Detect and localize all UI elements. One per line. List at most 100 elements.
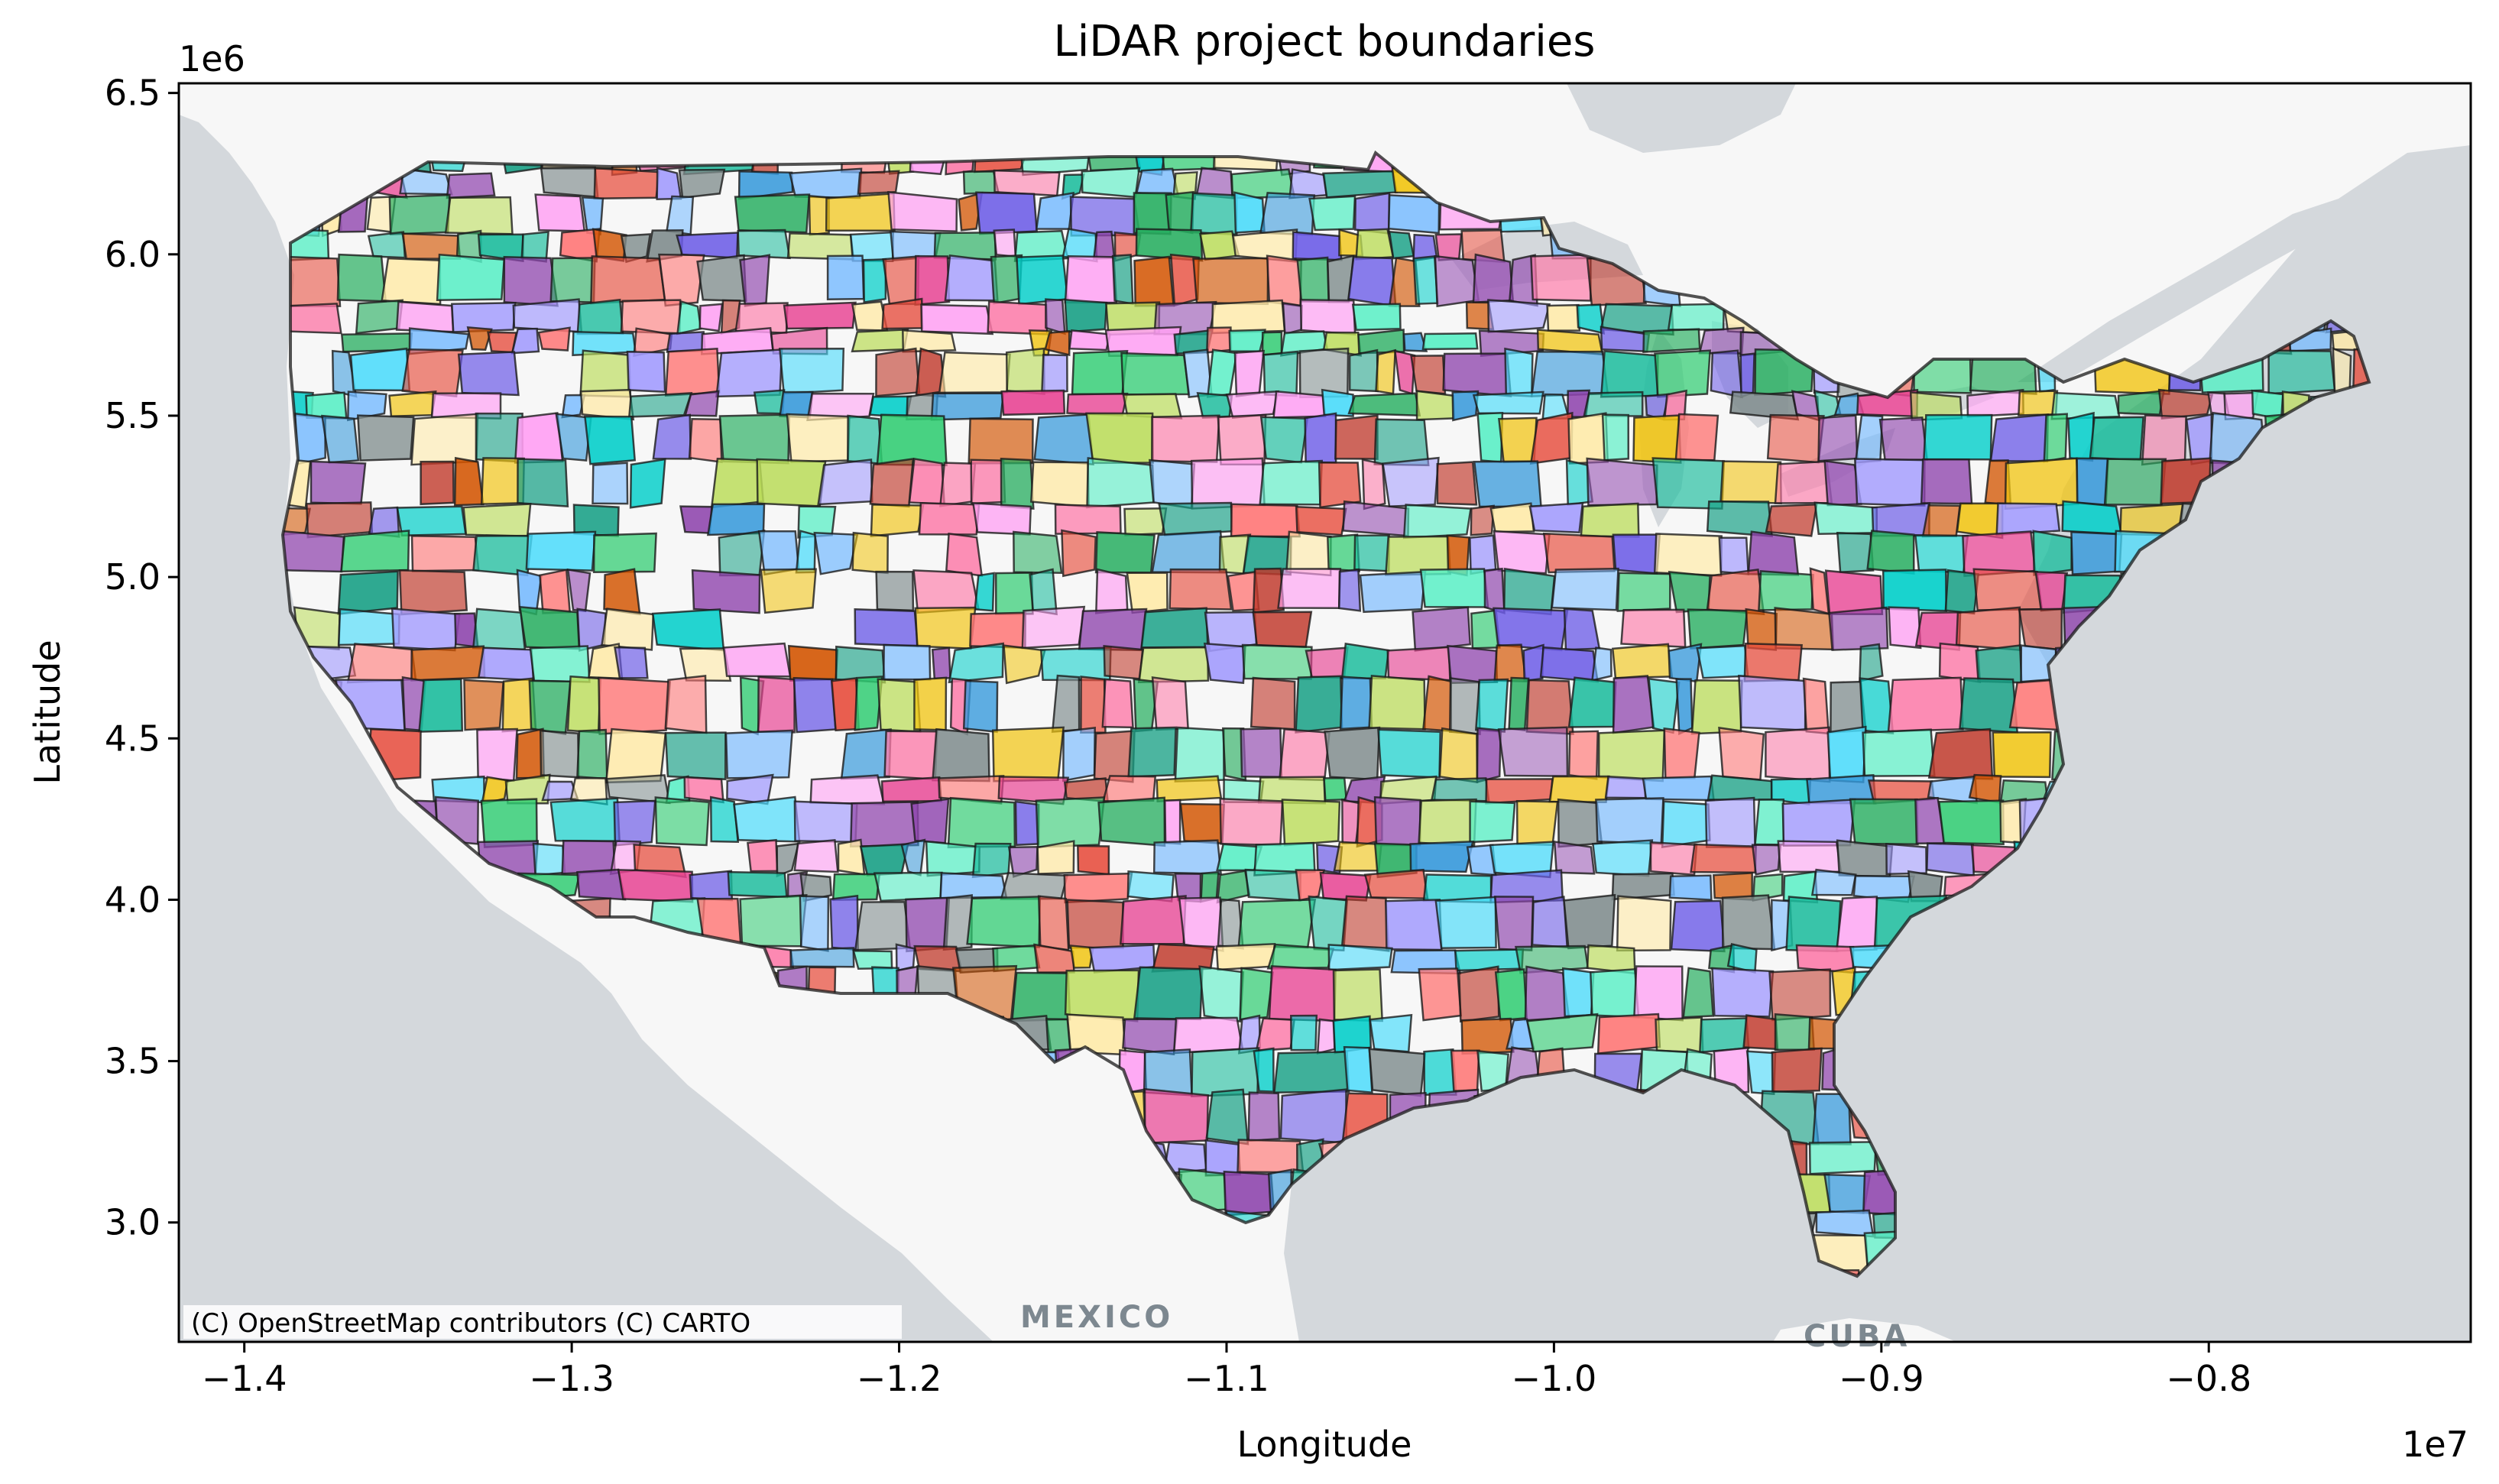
lidar-project-polygon [1567,730,1599,780]
lidar-project-polygon [1296,256,1330,303]
lidar-project-polygon [1765,726,1831,783]
lidar-project-polygon [914,254,951,306]
lidar-project-polygon [614,646,649,679]
lidar-project-polygon [532,842,566,876]
lidar-project-polygon [1045,1018,1071,1055]
lidar-project-polygon [1478,329,1545,357]
lidar-project-polygon [1066,392,1129,416]
lidar-project-polygon [457,351,520,397]
lidar-project-polygon [1174,726,1225,783]
lidar-project-polygon [355,299,404,335]
lidar-project-polygon [966,896,1042,948]
lidar-project-polygon [968,417,1034,465]
lidar-project-polygon [971,502,1032,536]
lidar-project-polygon [340,530,410,573]
lidar-project-polygon [1077,844,1110,876]
lidar-project-polygon [444,196,514,235]
x-tick-label: −1.1 [1184,1358,1269,1399]
lidar-project-polygon [1343,1046,1373,1094]
lidar-project-polygon [882,255,920,306]
lidar-project-polygon [1355,228,1395,261]
lidar-project-polygon [1483,567,1506,615]
lidar-project-polygon [1061,173,1085,200]
lidar-project-polygon [679,505,713,534]
lidar-project-polygon [1525,679,1574,735]
lidar-project-polygon [540,166,599,199]
lidar-project-polygon [1774,460,1833,504]
lidar-project-polygon [1388,257,1421,307]
lidar-project-polygon [817,458,874,506]
lidar-project-polygon [1279,1088,1348,1144]
lidar-project-polygon [2267,349,2336,395]
lidar-project-polygon [1348,348,1379,393]
lidar-project-polygon [1738,674,1807,731]
lidar-project-polygon [510,327,540,355]
lidar-project-polygon [859,843,909,876]
lidar-project-polygon [1219,797,1284,847]
lidar-project-polygon [1642,775,1715,802]
lidar-project-polygon [1663,727,1700,779]
lidar-project-polygon [1217,413,1267,466]
lidar-project-polygon [739,893,808,948]
lidar-project-polygon [1785,896,1842,953]
lidar-project-polygon [1137,646,1210,684]
lidar-project-polygon [1551,567,1619,611]
lidar-project-polygon [1771,1047,1823,1094]
lidar-project-polygon [1616,572,1671,612]
lidar-project-polygon [1595,797,1664,845]
lidar-project-polygon [627,392,693,418]
lidar-project-polygon [1133,255,1175,307]
lidar-project-polygon [1743,642,1803,682]
lidar-project-polygon [1515,800,1559,847]
lidar-project-polygon [1277,568,1342,610]
lidar-project-polygon [733,795,801,843]
lidar-project-polygon [1385,899,1443,951]
lidar-project-polygon [629,458,666,509]
lidar-project-polygon [1045,298,1066,335]
x-tick-label: −0.9 [1839,1358,1924,1399]
lidar-project-polygon [2157,388,2214,420]
lidar-project-polygon [654,796,711,847]
lidar-project-polygon [1340,895,1390,952]
lidar-project-polygon [381,257,442,306]
lidar-project-polygon [737,228,791,260]
lidar-project-polygon [1493,530,1551,575]
lidar-project-polygon [1649,841,1698,876]
lidar-project-polygon [1081,167,1141,199]
lidar-project-polygon [1189,192,1238,236]
lidar-project-polygon [1316,1018,1336,1055]
lidar-project-polygon [1675,678,1694,736]
lidar-project-polygon [1956,502,2004,539]
lidar-project-polygon [617,869,694,903]
lidar-project-polygon [1781,799,1856,847]
lidar-project-polygon [1927,727,1994,780]
lidar-project-polygon [1633,965,1684,1022]
lidar-project-polygon [1438,727,1479,784]
lidar-project-polygon [1054,504,1122,535]
lidar-project-polygon [1654,349,1712,398]
lidar-project-polygon [1244,868,1301,902]
lidar-project-polygon [1698,1017,1750,1054]
lidar-project-polygon [1563,893,1616,950]
lidar-project-polygon [1353,192,1391,235]
lidar-project-polygon [1813,501,1878,535]
basemap-land-cuba [1773,1318,1956,1342]
lidar-project-polygon [883,730,938,781]
lidar-project-polygon [462,503,532,537]
lidar-project-polygon [537,326,571,352]
lidar-project-polygon [1489,502,1535,533]
lidar-project-polygon [1327,944,1393,971]
lidar-project-polygon [1968,773,2002,804]
lidar-project-polygon [912,569,980,614]
lidar-project-polygon [1233,191,1266,234]
lidar-project-polygon [1332,968,1384,1022]
lidar-project-polygon [826,254,865,300]
lidar-project-polygon [1261,331,1283,356]
lidar-project-polygon [1064,969,1140,1022]
lidar-project-polygon [944,254,999,302]
lidar-project-polygon [410,535,480,572]
lidar-project-polygon [1591,646,1613,682]
lidar-project-polygon [1014,800,1040,847]
lidar-project-polygon [1470,504,1495,536]
